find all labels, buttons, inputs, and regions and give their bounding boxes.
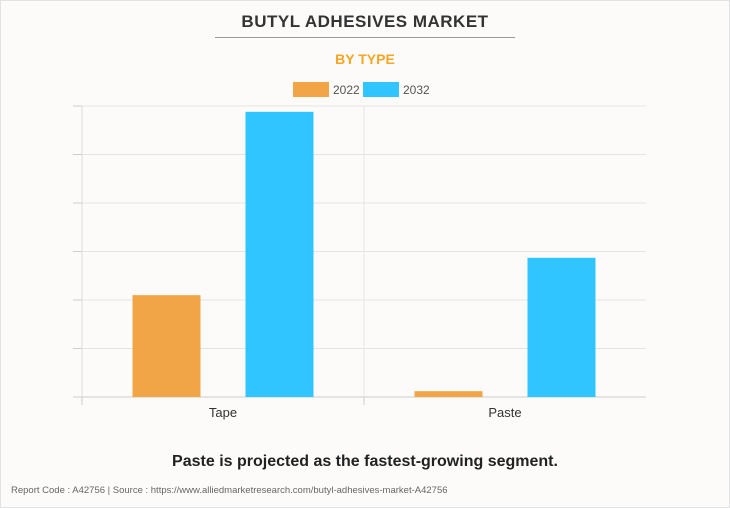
bar-2022-tape (132, 295, 201, 397)
bar-2032-tape (245, 111, 314, 397)
x-tick-label: Paste (488, 405, 521, 420)
legend-swatch-2032 (363, 82, 399, 97)
bar-2022-paste (414, 391, 483, 397)
legend-swatch-2022 (293, 82, 329, 97)
legend-label-2022: 2022 (333, 83, 360, 97)
bar-chart: Tape Paste 2022 2032 (73, 82, 646, 420)
bar-2032-paste (527, 257, 596, 397)
legend-label-2032: 2032 (403, 83, 430, 97)
chart-caption: Paste is projected as the fastest-growin… (172, 453, 558, 470)
chart-title: BUTYL ADHESIVES MARKET (241, 12, 489, 31)
title-divider (215, 37, 515, 38)
x-tick-label: Tape (209, 405, 237, 420)
source-footer: Report Code : A42756 | Source : https://… (11, 485, 448, 496)
chart-subtitle: BY TYPE (335, 51, 395, 67)
